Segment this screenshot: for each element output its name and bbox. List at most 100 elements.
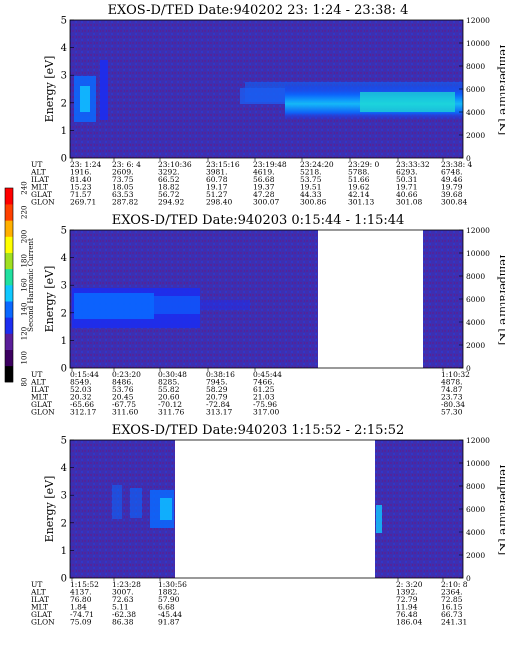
- ephemeris-row-label: MLT: [31, 183, 48, 192]
- ion-band: [150, 296, 200, 314]
- colorbar-tick-label: 220: [21, 206, 29, 219]
- ephemeris-cell: 21.03: [253, 393, 275, 402]
- y-tick-label: 1: [61, 546, 67, 557]
- y2-tick-label: 8000: [466, 482, 485, 491]
- ephemeris-cell: -67.75: [112, 400, 136, 409]
- y2-tick-label: 4000: [466, 528, 485, 537]
- ephemeris-cell: 6293.: [396, 168, 417, 177]
- ephemeris-cell: 56.68: [253, 175, 275, 184]
- colorbar-swatch: [5, 236, 13, 253]
- ephemeris-cell: 3981.: [206, 168, 227, 177]
- ephemeris-cell: 23:24:20: [300, 160, 334, 169]
- ephemeris-cell: 3292.: [158, 168, 179, 177]
- ion-burst: [130, 488, 142, 518]
- colorbar-swatch: [5, 365, 13, 383]
- ephemeris-row-label: ILAT: [31, 385, 49, 394]
- ephemeris-cell: 52.03: [70, 385, 92, 394]
- ephemeris-row-label: GLAT: [31, 610, 52, 619]
- y-tick-label: 0: [61, 154, 67, 165]
- ephemeris-cell: 72.85: [441, 595, 463, 604]
- ephemeris-cell: 4619.: [253, 168, 274, 177]
- y-axis-label: Energy [eV]: [43, 56, 56, 123]
- y2-tick-labels: 0 2000 4000 6000 8000 10000 12000: [459, 16, 490, 163]
- ephemeris-cell: 61.25: [253, 385, 275, 394]
- ephemeris-cell: 51.66: [348, 175, 370, 184]
- ephemeris-row-label: UT: [31, 160, 42, 169]
- ephemeris-cell: 72.63: [112, 595, 134, 604]
- ephemeris-row-label: MLT: [31, 393, 48, 402]
- ephemeris-cell: 23: 6: 4: [112, 160, 141, 169]
- ephemeris-cell: 16.15: [441, 603, 463, 612]
- y-axis-label: Energy [eV]: [43, 476, 56, 543]
- ephemeris-cell: 2364.: [441, 588, 462, 597]
- y-tick-label: 3: [61, 71, 67, 82]
- colorbar-tick-label: 120: [21, 327, 29, 340]
- ephemeris-cell: 47.28: [253, 190, 275, 199]
- ephemeris-row-label: UT: [31, 580, 42, 589]
- ephemeris-cell: 39.68: [441, 190, 463, 199]
- ephemeris-cell: 2:10: 8: [441, 580, 468, 589]
- y-tick-label: 5: [61, 16, 67, 27]
- y2-tick-label: 6000: [466, 85, 485, 94]
- ephemeris-cell: 60.78: [206, 175, 228, 184]
- ephemeris-cell: 317.00: [253, 408, 279, 417]
- ephemeris-cell: 23:38: 4: [441, 160, 473, 169]
- ion-burst: [112, 485, 122, 519]
- y-tick-label: 4: [61, 253, 67, 264]
- data-gap: [318, 230, 423, 368]
- ephemeris-cell: 1:10:32: [441, 370, 470, 379]
- ephemeris-cell: -75.96: [253, 400, 277, 409]
- y-tick-label: 4: [61, 43, 67, 54]
- y2-tick-label: 0: [466, 574, 471, 583]
- ephemeris-cell: 8549.: [70, 378, 91, 387]
- ephemeris-cell: 57.30: [441, 408, 463, 417]
- ephemeris-cell: 18.05: [112, 183, 134, 192]
- ephemeris-cell: 18.82: [158, 183, 180, 192]
- colorbar: 80 100 120 140 160 180 200 220 240 Second Harmon…: [4, 181, 35, 386]
- ephemeris-row-label: GLON: [31, 198, 55, 207]
- ephemeris-cell: 76.80: [70, 595, 92, 604]
- ephemeris-cell: 49.46: [441, 175, 463, 184]
- ephemeris-cell: 1.84: [70, 603, 87, 612]
- y2-tick-label: 6000: [466, 295, 485, 304]
- ephemeris-cell: 8486.: [112, 378, 133, 387]
- ephemeris-cell: 11.94: [396, 603, 418, 612]
- ephemeris-cell: 86.38: [112, 618, 134, 627]
- colorbar-swatch: [5, 220, 13, 237]
- ephemeris-cell: 56.72: [158, 190, 180, 199]
- ephemeris-cell: 269.71: [70, 198, 96, 207]
- ephemeris-row-label: MLT: [31, 603, 48, 612]
- panel-title: EXOS-D/TED Date:940203 0:15:44 - 1:15:44: [112, 213, 405, 228]
- colorbar-tick-label: 160: [21, 278, 29, 291]
- ion-burst-core: [160, 498, 172, 520]
- y-tick-labels: 0 1 2 3 4 5: [61, 16, 74, 165]
- ephemeris-cell: 300.84: [441, 198, 467, 207]
- ephemeris-cell: 19.62: [348, 183, 370, 192]
- ephemeris-cell: 19.17: [206, 183, 228, 192]
- ephemeris-cell: 23:33:32: [396, 160, 430, 169]
- ephemeris-cell: 301.13: [348, 198, 374, 207]
- colorbar-swatch: [5, 333, 13, 350]
- spectrogram-features: [72, 288, 250, 328]
- panel-title: EXOS-D/TED Date:940203 1:15:52 - 2:15:52: [112, 423, 405, 438]
- colorbar-swatch: [5, 204, 13, 221]
- ephemeris-cell: 40.66: [396, 190, 418, 199]
- ephemeris-cell: 6.68: [158, 603, 175, 612]
- colorbar-label: Second Harmonic Current: [27, 238, 35, 332]
- ephemeris-cell: 23: 1:24: [70, 160, 102, 169]
- ephemeris-cell: 313.17: [206, 408, 232, 417]
- ion-burst: [376, 505, 382, 533]
- colorbar-tick-label: 240: [21, 181, 29, 194]
- ephemeris-cell: 23:10:36: [158, 160, 192, 169]
- y-tick-labels: 0 1 2 3 4 5: [61, 436, 74, 585]
- ephemeris-cell: 19.37: [253, 183, 275, 192]
- colorbar-swatch: [5, 188, 13, 205]
- ephemeris-cell: 20.32: [70, 393, 92, 402]
- colorbar-tick-label: 200: [21, 230, 29, 243]
- ephemeris-table: UTALTILATMLTGLATGLON0:15:448549.52.0320.…: [30, 368, 470, 417]
- ephemeris-cell: 74.87: [441, 385, 463, 394]
- colorbar-tick-label: 180: [21, 254, 29, 267]
- ephemeris-cell: -80.34: [441, 400, 465, 409]
- ephemeris-cell: 301.08: [396, 198, 422, 207]
